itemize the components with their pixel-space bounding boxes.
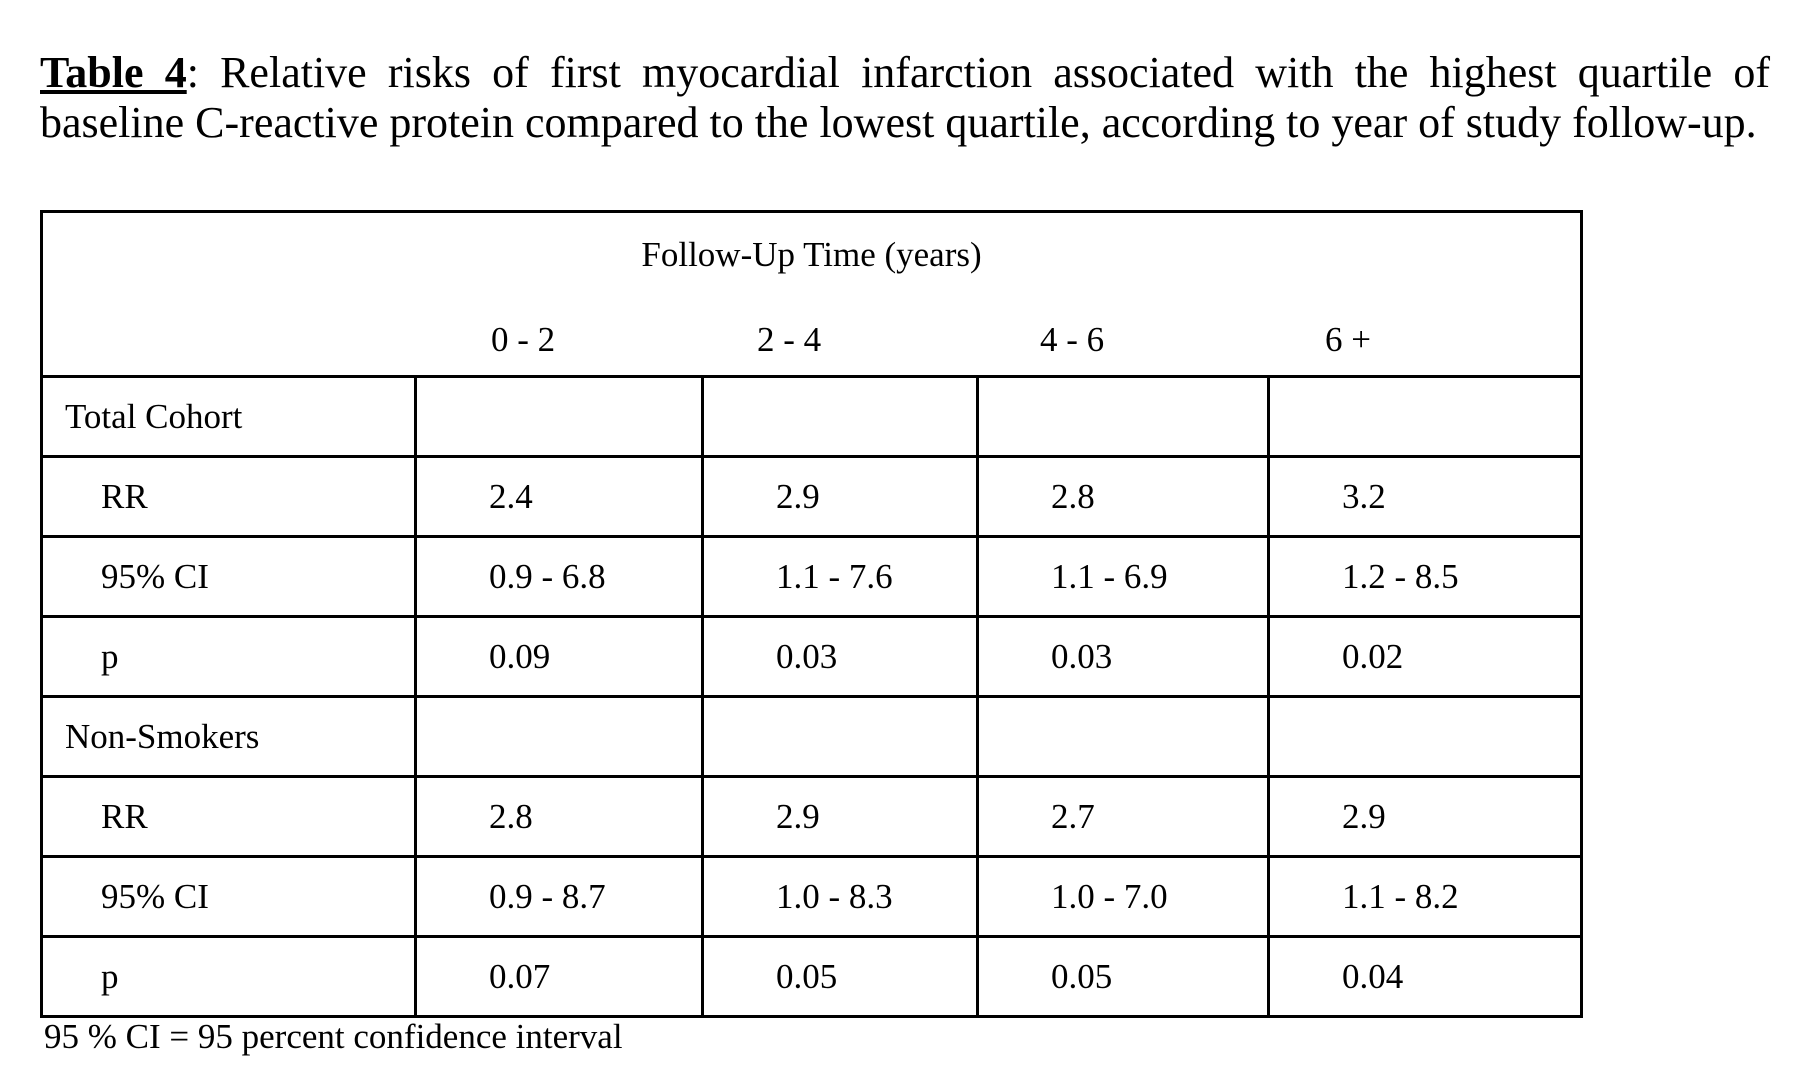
cell: 0.05 [978,937,1269,1017]
cell: 0.09 [416,617,703,697]
period-4-6: 4 - 6 [1040,320,1104,360]
cell [1269,697,1582,777]
cell: 0.04 [1269,937,1582,1017]
cell: 1.1 - 8.2 [1269,857,1582,937]
period-6-plus: 6 + [1325,320,1371,360]
cell: 3.2 [1269,457,1582,537]
cell: 2.8 [978,457,1269,537]
row-label: p [42,937,416,1017]
table-header: Follow-Up Time (years) 0 - 2 2 - 4 4 - 6… [42,212,1582,377]
cell: 0.9 - 6.8 [416,537,703,617]
table-row: p 0.07 0.05 0.05 0.04 [42,937,1582,1017]
table-row: Non-Smokers [42,697,1582,777]
cell [703,377,978,457]
row-label: 95% CI [42,857,416,937]
table-caption: Table 4: Relative risks of first myocard… [40,48,1770,148]
table-footnote: 95 % CI = 95 percent confidence interval [44,1015,623,1059]
group-label: Total Cohort [42,377,416,457]
cell: 0.07 [416,937,703,1017]
cell: 1.2 - 8.5 [1269,537,1582,617]
cell: 0.02 [1269,617,1582,697]
cell: 1.1 - 6.9 [978,537,1269,617]
relative-risk-table: Follow-Up Time (years) 0 - 2 2 - 4 4 - 6… [40,210,1583,1018]
cell [978,697,1269,777]
cell: 2.9 [1269,777,1582,857]
cell: 1.0 - 7.0 [978,857,1269,937]
table-row: 95% CI 0.9 - 8.7 1.0 - 8.3 1.0 - 7.0 1.1… [42,857,1582,937]
row-label: RR [42,457,416,537]
caption-text: : Relative risks of first myocardial inf… [40,48,1770,147]
cell: 0.9 - 8.7 [416,857,703,937]
cell: 0.03 [978,617,1269,697]
cell [703,697,978,777]
cell: 2.9 [703,457,978,537]
period-0-2: 0 - 2 [491,320,555,360]
cell: 2.7 [978,777,1269,857]
follow-up-header: Follow-Up Time (years) [43,235,1580,275]
table-row: Total Cohort [42,377,1582,457]
table-row: RR 2.4 2.9 2.8 3.2 [42,457,1582,537]
cell: 2.8 [416,777,703,857]
table-number: Table 4 [40,48,187,97]
period-2-4: 2 - 4 [757,320,821,360]
row-label: RR [42,777,416,857]
cell: 1.1 - 7.6 [703,537,978,617]
cell [978,377,1269,457]
table-row: RR 2.8 2.9 2.7 2.9 [42,777,1582,857]
table-row: 95% CI 0.9 - 6.8 1.1 - 7.6 1.1 - 6.9 1.2… [42,537,1582,617]
cell [416,697,703,777]
cell: 0.05 [703,937,978,1017]
cell [1269,377,1582,457]
cell: 1.0 - 8.3 [703,857,978,937]
cell: 2.9 [703,777,978,857]
table-row: p 0.09 0.03 0.03 0.02 [42,617,1582,697]
cell: 0.03 [703,617,978,697]
cell [416,377,703,457]
row-label: 95% CI [42,537,416,617]
row-label: p [42,617,416,697]
group-label: Non-Smokers [42,697,416,777]
cell: 2.4 [416,457,703,537]
